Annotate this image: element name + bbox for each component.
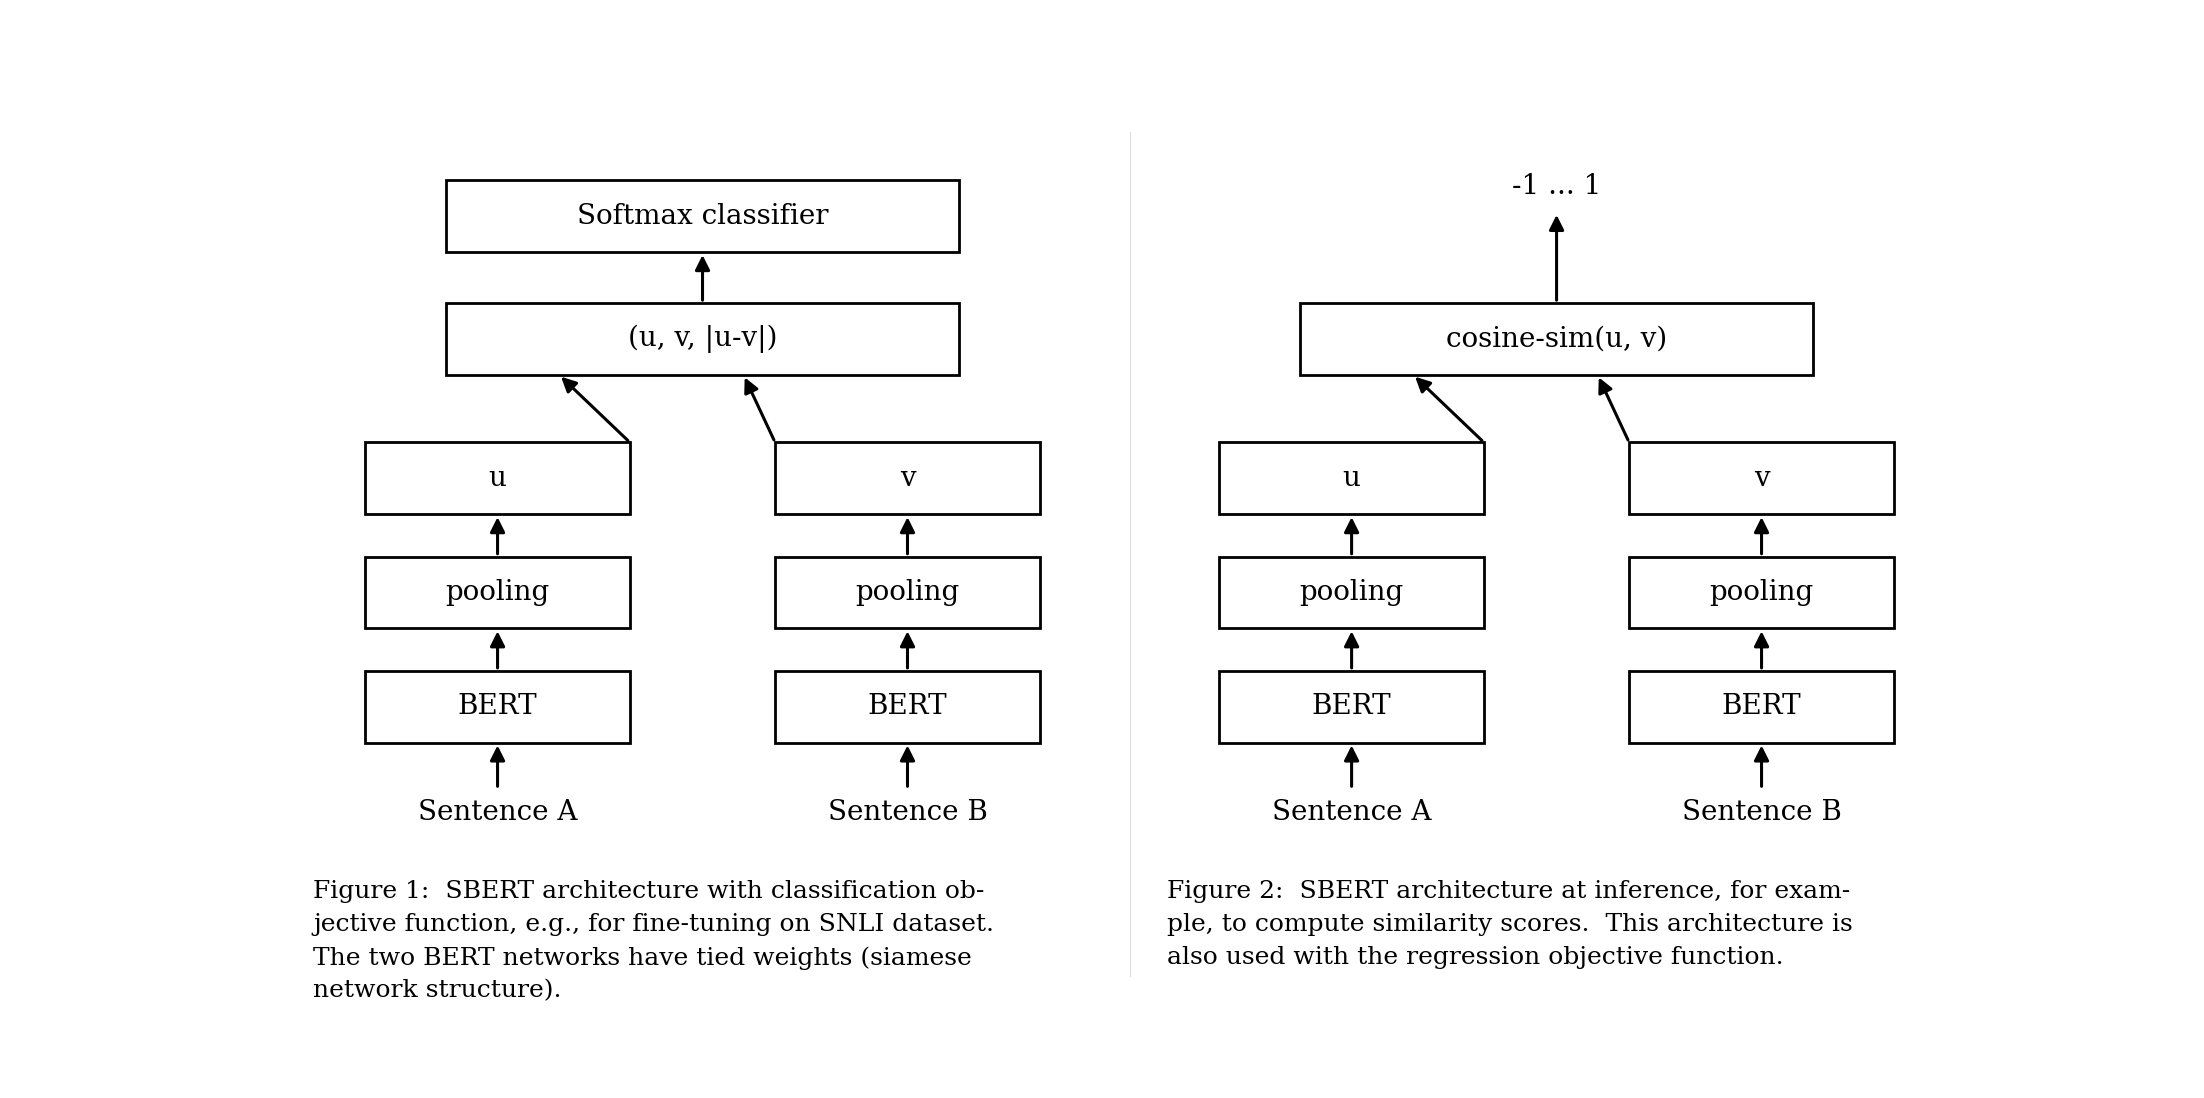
Text: Figure 1:  SBERT architecture with classification ob-
jective function, e.g., fo: Figure 1: SBERT architecture with classi…: [313, 879, 994, 1002]
Text: pooling: pooling: [855, 579, 959, 606]
Text: (u, v, |u-v|): (u, v, |u-v|): [628, 325, 778, 354]
Text: Sentence B: Sentence B: [1682, 799, 1843, 826]
Text: u: u: [489, 464, 507, 492]
Text: u: u: [1342, 464, 1360, 492]
FancyBboxPatch shape: [1629, 557, 1893, 628]
FancyBboxPatch shape: [1219, 442, 1483, 514]
FancyBboxPatch shape: [1629, 671, 1893, 742]
Text: pooling: pooling: [1300, 579, 1404, 606]
Text: Sentence A: Sentence A: [419, 799, 577, 826]
Text: v: v: [1754, 464, 1770, 492]
FancyBboxPatch shape: [366, 671, 630, 742]
FancyBboxPatch shape: [366, 442, 630, 514]
FancyBboxPatch shape: [445, 180, 959, 253]
FancyBboxPatch shape: [776, 557, 1040, 628]
FancyBboxPatch shape: [1219, 671, 1483, 742]
Text: BERT: BERT: [868, 693, 948, 720]
Text: Figure 2:  SBERT architecture at inference, for exam-
ple, to compute similarity: Figure 2: SBERT architecture at inferenc…: [1168, 879, 1854, 968]
Text: BERT: BERT: [1721, 693, 1801, 720]
Text: pooling: pooling: [1710, 579, 1814, 606]
FancyBboxPatch shape: [1300, 303, 1812, 374]
Text: Sentence A: Sentence A: [1272, 799, 1430, 826]
Text: v: v: [899, 464, 915, 492]
Text: Sentence B: Sentence B: [826, 799, 987, 826]
FancyBboxPatch shape: [1629, 442, 1893, 514]
FancyBboxPatch shape: [1219, 557, 1483, 628]
Text: -1 ... 1: -1 ... 1: [1512, 173, 1602, 200]
Text: cosine-sim(u, v): cosine-sim(u, v): [1446, 325, 1666, 352]
Text: BERT: BERT: [1311, 693, 1391, 720]
FancyBboxPatch shape: [445, 303, 959, 374]
Text: pooling: pooling: [445, 579, 549, 606]
Text: Softmax classifier: Softmax classifier: [577, 203, 829, 229]
FancyBboxPatch shape: [776, 442, 1040, 514]
FancyBboxPatch shape: [776, 671, 1040, 742]
Text: BERT: BERT: [458, 693, 538, 720]
FancyBboxPatch shape: [366, 557, 630, 628]
